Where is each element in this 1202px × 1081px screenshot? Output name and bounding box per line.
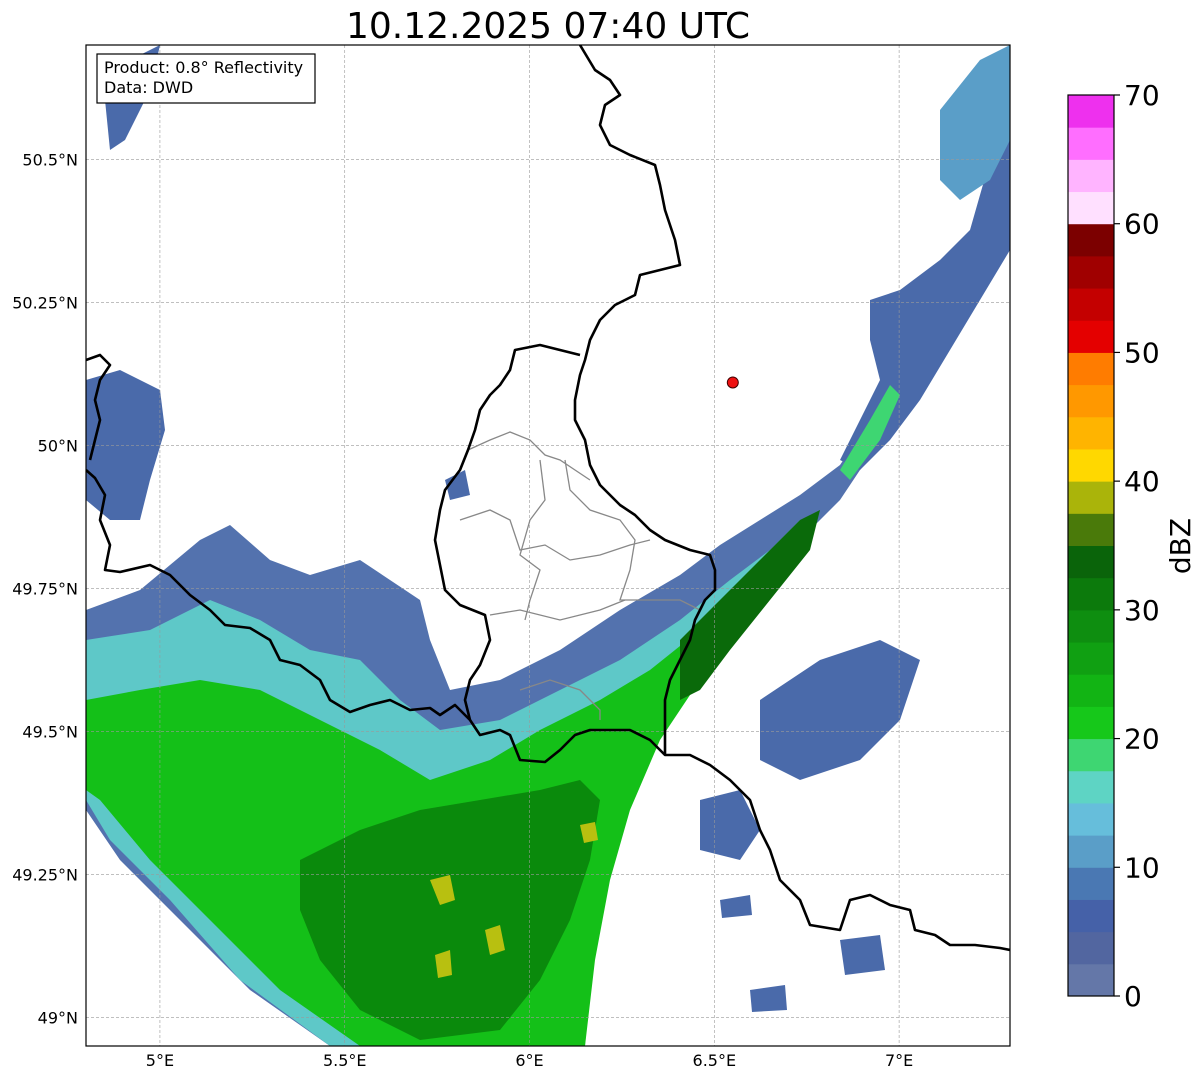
- colorbar-swatch-24: [1068, 191, 1114, 225]
- colorbar-tick-label-5: 50: [1124, 336, 1160, 369]
- lon-tick-label-3: 6.5°E: [693, 1051, 737, 1070]
- echo-darkgreen-band: [680, 510, 820, 700]
- colorbar-tick-label-0: 0: [1124, 980, 1142, 1013]
- colorbar-tick-label-6: 60: [1124, 208, 1160, 241]
- colorbar-swatch-6: [1068, 770, 1114, 804]
- colorbar-swatch-22: [1068, 255, 1114, 289]
- district-border-mid: [459, 509, 651, 561]
- colorbar-swatch-27: [1068, 95, 1114, 128]
- lat-tick-label-1: 49.25°N: [12, 865, 78, 884]
- colorbar-swatches: [1068, 95, 1114, 997]
- product-legend: Product: 0.8° Reflectivity Data: DWD: [96, 53, 316, 104]
- lat-tick-label-0: 49°N: [38, 1008, 78, 1027]
- district-border-south: [489, 599, 626, 621]
- border-belgium-germany: [573, 45, 717, 755]
- colorbar-swatch-3: [1068, 867, 1114, 900]
- grid-lines: [86, 45, 1010, 1046]
- echo-darkgreen-core: [300, 780, 600, 1040]
- colorbar-tick-label-2: 20: [1124, 723, 1160, 756]
- district-border-north: [467, 431, 591, 481]
- latitude-ticks: 49°N 49.25°N 49.5°N 49.75°N 50°N 50.25°N 50.5°…: [12, 150, 78, 1027]
- echo-yellow-spots: [430, 822, 598, 978]
- lat-tick-label-5: 50.25°N: [12, 293, 78, 312]
- colorbar-swatch-7: [1068, 738, 1114, 772]
- echo-green-southwest: [86, 520, 810, 1046]
- border-northwest: [86, 353, 112, 461]
- lat-tick-label-6: 50.5°N: [22, 150, 78, 169]
- colorbar-swatch-0: [1068, 963, 1114, 997]
- colorbar-ticks: 0 10 20 30 40 50 60 70: [1114, 79, 1160, 1013]
- colorbar-swatch-11: [1068, 609, 1114, 643]
- border-france-belgium: [86, 469, 1010, 952]
- lat-tick-label-4: 50°N: [38, 436, 78, 455]
- lon-tick-label-2: 6°E: [515, 1051, 543, 1070]
- echo-small-lux: [445, 470, 470, 500]
- radar-site-marker: [726, 376, 739, 389]
- colorbar-swatch-23: [1068, 223, 1114, 257]
- lat-tick-label-3: 49.75°N: [12, 579, 78, 598]
- colorbar-swatch-2: [1068, 899, 1114, 933]
- legend-box: [96, 53, 316, 104]
- district-border-southeast: [519, 679, 601, 720]
- colorbar: 0 10 20 30 40 50 60 70 dBZ: [1067, 79, 1197, 1013]
- colorbar-frame: [1067, 94, 1115, 997]
- echo-northeast-line: [840, 385, 900, 480]
- colorbar-tick-label-7: 70: [1124, 79, 1160, 112]
- figure-title: 10.12.2025 07:40 UTC: [346, 6, 750, 47]
- lon-tick-label-1: 5.5°E: [323, 1051, 367, 1070]
- map-area: Product: 0.8° Reflectivity Data: DWD: [86, 45, 1010, 1046]
- colorbar-swatch-15: [1068, 481, 1114, 514]
- colorbar-swatch-18: [1068, 384, 1114, 418]
- colorbar-swatch-10: [1068, 642, 1114, 675]
- colorbar-tick-label-3: 30: [1124, 594, 1160, 627]
- colorbar-swatch-8: [1068, 706, 1114, 740]
- border-luxembourg-west: [433, 343, 581, 721]
- colorbar-swatch-9: [1068, 674, 1114, 707]
- lon-tick-label-0: 5°E: [146, 1051, 174, 1070]
- echo-east-patches: [700, 640, 920, 1012]
- colorbar-swatch-17: [1068, 416, 1114, 450]
- colorbar-swatch-16: [1068, 448, 1114, 482]
- echo-northeast-top: [940, 45, 1010, 200]
- colorbar-swatch-4: [1068, 835, 1114, 868]
- legend-product: Product: 0.8° Reflectivity: [104, 58, 303, 77]
- colorbar-tick-label-1: 10: [1124, 851, 1160, 884]
- longitude-ticks: 5°E 5.5°E 6°E 6.5°E 7°E: [146, 1051, 913, 1070]
- colorbar-swatch-20: [1068, 320, 1114, 353]
- colorbar-swatch-25: [1068, 159, 1114, 193]
- echo-northeast-band: [840, 120, 1010, 470]
- colorbar-swatch-12: [1068, 577, 1114, 611]
- colorbar-swatch-5: [1068, 802, 1114, 836]
- legend-source: Data: DWD: [104, 78, 193, 97]
- colorbar-swatch-13: [1068, 545, 1114, 579]
- lat-tick-label-2: 49.5°N: [22, 722, 78, 741]
- colorbar-tick-label-4: 40: [1124, 465, 1160, 498]
- lon-tick-label-4: 7°E: [885, 1051, 913, 1070]
- echo-west-edge: [86, 370, 165, 520]
- colorbar-swatch-26: [1068, 127, 1114, 160]
- district-border-east: [564, 459, 701, 611]
- colorbar-swatch-19: [1068, 352, 1114, 386]
- district-border-inner: [519, 459, 546, 621]
- colorbar-swatch-1: [1068, 931, 1114, 965]
- colorbar-label: dBZ: [1164, 518, 1197, 574]
- district-borders: [459, 431, 701, 720]
- country-borders: [86, 45, 1010, 952]
- map-frame: [85, 44, 1011, 1047]
- colorbar-swatch-14: [1068, 513, 1114, 546]
- colorbar-swatch-21: [1068, 288, 1114, 321]
